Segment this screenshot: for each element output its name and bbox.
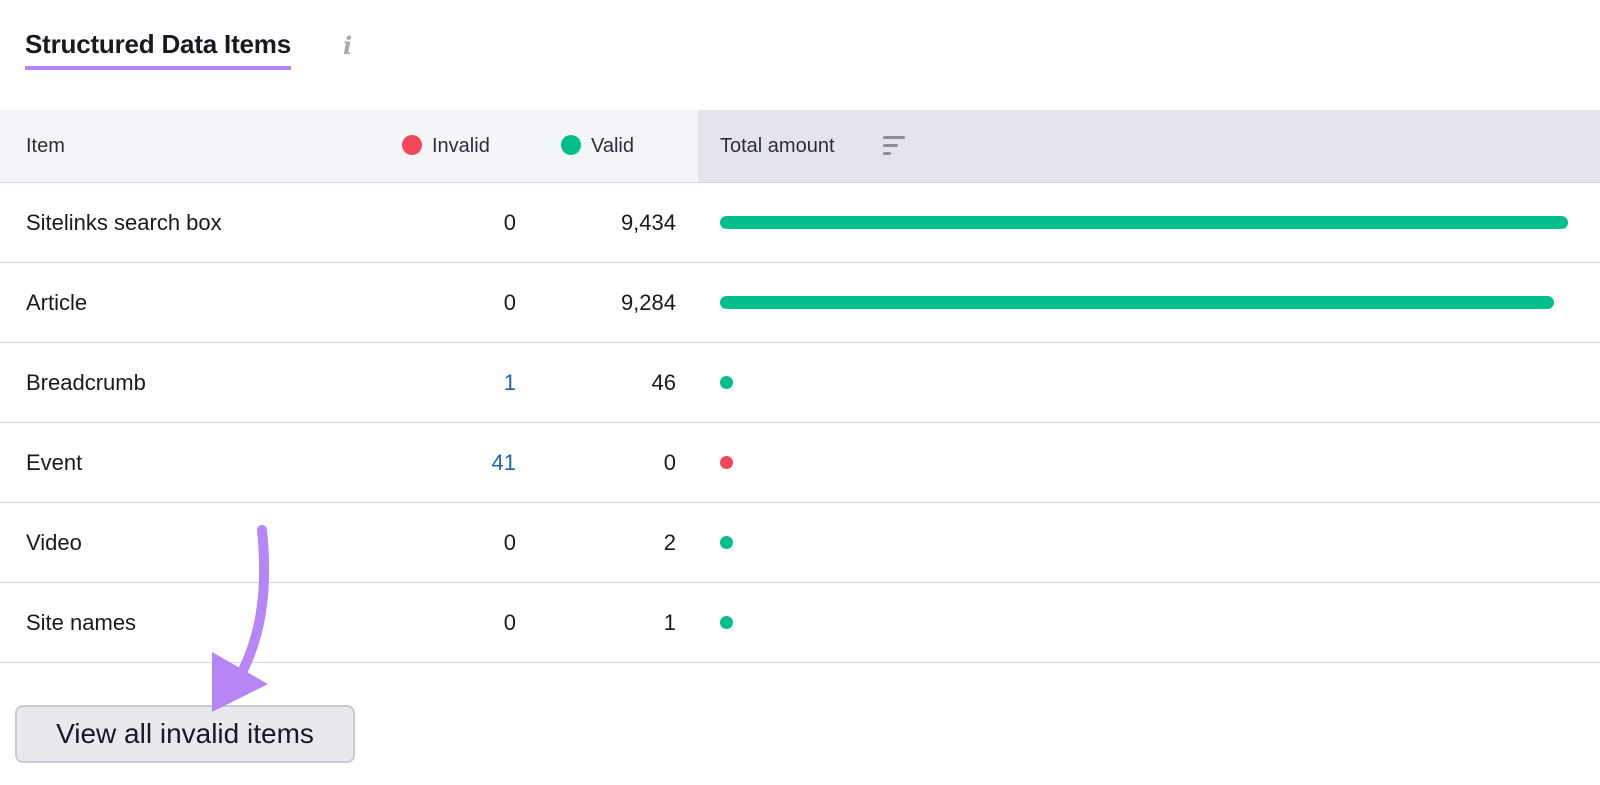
column-header-valid[interactable]: Valid: [561, 110, 634, 182]
info-icon[interactable]: i: [343, 31, 353, 60]
row-total-bar: [720, 216, 1568, 229]
column-header-total-label: Total amount: [720, 135, 835, 157]
row-invalid-count: 0: [503, 290, 516, 315]
column-header-item: Item: [26, 135, 65, 157]
row-total-bar: [720, 376, 733, 389]
row-total-bar-area: [720, 183, 1570, 262]
row-item-name: Article: [26, 290, 88, 315]
row-valid-count: 2: [663, 530, 676, 555]
row-item-name: Event: [26, 450, 83, 475]
table-row[interactable]: Event 41 0: [0, 423, 1600, 503]
row-total-bar-area: [720, 343, 1570, 422]
row-invalid-count[interactable]: 1: [503, 370, 516, 395]
row-item-name: Site names: [26, 610, 137, 635]
row-valid-count: 1: [663, 610, 676, 635]
invalid-legend-dot: [402, 135, 422, 155]
row-valid-count: 46: [651, 370, 676, 395]
table-row[interactable]: Article 0 9,284: [0, 263, 1600, 343]
column-header-total[interactable]: Total amount: [720, 110, 905, 182]
table-row[interactable]: Site names 0 1: [0, 583, 1600, 663]
sort-icon[interactable]: [883, 136, 905, 156]
row-total-bar-area: [720, 423, 1570, 502]
row-invalid-count: 0: [503, 610, 516, 635]
table-row[interactable]: Sitelinks search box 0 9,434: [0, 183, 1600, 263]
row-item-name: Video: [26, 530, 82, 555]
row-total-bar-area: [720, 263, 1570, 342]
column-header-valid-label: Valid: [591, 135, 634, 157]
table-header: Item Invalid Valid Total amount: [0, 110, 1600, 183]
row-invalid-count: 0: [503, 530, 516, 555]
row-item-name: Breadcrumb: [26, 370, 146, 395]
structured-data-table: Item Invalid Valid Total amount Sitelink…: [0, 110, 1600, 663]
table-row[interactable]: Video 0 2: [0, 503, 1600, 583]
row-total-bar: [720, 456, 733, 469]
table-body: Sitelinks search box 0 9,434 Article 0 9,284 B…: [0, 183, 1600, 663]
view-all-invalid-items-button[interactable]: View all invalid items: [15, 705, 355, 763]
row-invalid-count: 0: [503, 210, 516, 235]
row-item-name: Sitelinks search box: [26, 210, 222, 235]
row-total-bar: [720, 536, 733, 549]
section-title: Structured Data Items: [25, 28, 291, 70]
row-valid-count: 0: [663, 450, 676, 475]
table-row[interactable]: Breadcrumb 1 46: [0, 343, 1600, 423]
section-title-wrap: Structured Data Items i: [25, 28, 352, 72]
row-valid-count: 9,284: [620, 290, 676, 315]
row-total-bar: [720, 616, 733, 629]
row-total-bar-area: [720, 583, 1570, 662]
valid-legend-dot: [561, 135, 581, 155]
row-valid-count: 9,434: [620, 210, 676, 235]
column-header-invalid-label: Invalid: [432, 135, 490, 157]
row-total-bar: [720, 296, 1554, 309]
column-header-invalid[interactable]: Invalid: [402, 110, 490, 182]
total-header-bg: [698, 110, 1600, 182]
row-invalid-count[interactable]: 41: [491, 450, 516, 475]
row-total-bar-area: [720, 503, 1570, 582]
